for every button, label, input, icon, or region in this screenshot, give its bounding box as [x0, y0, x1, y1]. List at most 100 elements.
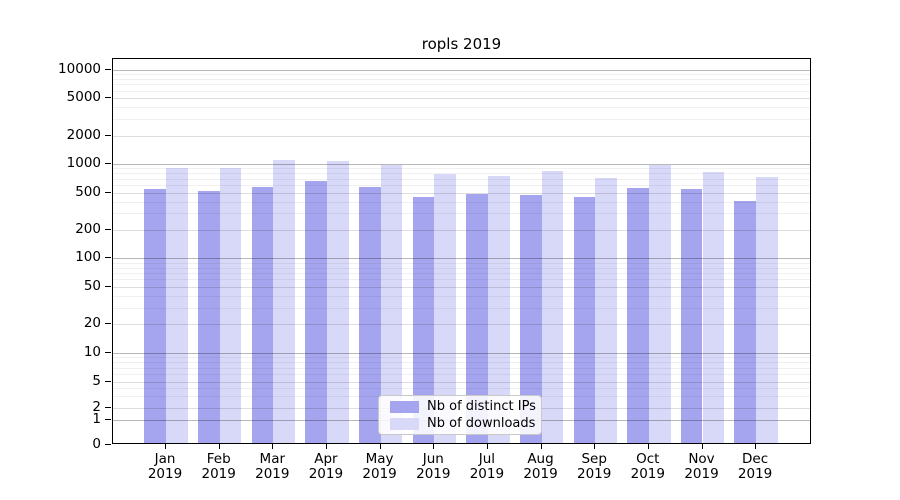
bar-aug-distinct-ips	[519, 195, 542, 443]
bar-mar-distinct-ips	[251, 186, 274, 443]
gridline-100	[113, 258, 810, 260]
xtick-feb	[218, 444, 220, 449]
ytick-5	[105, 380, 111, 382]
gridline-80	[113, 267, 810, 269]
distinct-ips-swatch-icon	[390, 400, 419, 413]
ytick-label-0: 0	[92, 436, 101, 452]
xtick-label-year: 2019	[630, 466, 665, 482]
gridline-400	[113, 201, 810, 203]
ytick-label-2: 2	[92, 398, 101, 415]
xtick-label-month: May	[365, 451, 394, 467]
gridline-1000	[113, 164, 810, 166]
xtick-label-month: Jun	[422, 451, 444, 467]
bar-may-distinct-ips	[358, 186, 381, 443]
bar-nov-distinct-ips	[680, 188, 703, 443]
ytick-0	[105, 444, 111, 445]
legend-item-downloads: Nb of downloads	[390, 415, 541, 432]
ytick-label-2000: 2000	[66, 126, 101, 143]
xtick-label-dec: Dec 2019	[723, 452, 787, 482]
bar-jul-downloads	[487, 176, 510, 443]
bar-jun-downloads	[434, 174, 456, 443]
ytick-10	[105, 351, 111, 353]
ytick-1	[105, 419, 111, 421]
xtick-label-year: 2019	[523, 466, 558, 482]
xtick-sep	[594, 444, 596, 449]
gridline-4	[113, 388, 810, 389]
gridline-9000	[113, 74, 810, 76]
xtick-label-year: 2019	[577, 466, 612, 482]
gridline-6000	[113, 90, 810, 92]
gridline-800	[113, 173, 810, 175]
gridline-60	[113, 279, 810, 281]
bar-feb-distinct-ips	[197, 190, 220, 443]
ytick-50	[105, 285, 111, 287]
xtick-label-jan: Jan 2019	[133, 452, 197, 482]
bar-jul-distinct-ips	[466, 193, 488, 443]
gridline-500	[113, 192, 810, 194]
ytick-20	[105, 323, 111, 325]
gridline-2000	[113, 135, 810, 137]
bar-oct-distinct-ips	[627, 188, 649, 443]
xtick-jun	[433, 444, 435, 449]
legend-label: Nb of distinct IPs	[427, 399, 536, 414]
ytick-label-5000: 5000	[66, 89, 101, 106]
ytick-label-200: 200	[75, 221, 101, 237]
plot-area	[112, 58, 811, 444]
ytick-2000	[105, 134, 111, 136]
bar-oct-downloads	[648, 165, 671, 443]
gridline-8	[113, 362, 810, 363]
xtick-label-mar: Mar 2019	[240, 452, 304, 482]
xtick-label-month: Aug	[527, 451, 554, 467]
bar-sep-downloads	[595, 177, 617, 443]
bar-may-downloads	[380, 164, 403, 443]
ytick-label-100: 100	[75, 249, 101, 266]
gridline-30	[113, 307, 810, 309]
xtick-oct	[647, 444, 649, 449]
xtick-label-year: 2019	[255, 466, 290, 482]
ytick-500	[105, 191, 111, 193]
xtick-label-month: Sep	[581, 451, 607, 467]
legend-label: Nb of downloads	[427, 416, 536, 431]
xtick-label-year: 2019	[416, 466, 451, 482]
ytick-label-10: 10	[83, 343, 101, 360]
xtick-dec	[755, 444, 757, 449]
xtick-label-month: Dec	[742, 451, 769, 467]
xtick-may	[379, 444, 381, 449]
xtick-label-jul: Jul 2019	[455, 452, 519, 482]
ytick-100	[105, 257, 111, 259]
xtick-label-nov: Nov 2019	[670, 452, 734, 482]
gridline-600	[113, 185, 810, 186]
ytick-10000	[105, 68, 111, 70]
gridline-7000	[113, 84, 810, 86]
xtick-label-year: 2019	[737, 466, 773, 482]
ytick-5000	[105, 97, 111, 99]
xtick-label-month: Jan	[154, 451, 176, 467]
xtick-jul	[486, 444, 488, 449]
xtick-label-jun: Jun 2019	[401, 452, 465, 482]
gridline-10000	[113, 69, 810, 71]
xtick-label-year: 2019	[684, 466, 719, 482]
gridline-3000	[113, 119, 810, 121]
ytick-1000	[105, 163, 111, 165]
xtick-apr	[325, 444, 327, 449]
gridline-700	[113, 178, 810, 180]
xtick-label-sep: Sep 2019	[562, 452, 626, 482]
gridline-50	[113, 286, 810, 288]
xtick-nov	[701, 444, 703, 449]
xtick-label-year: 2019	[308, 466, 344, 482]
bar-dec-distinct-ips	[734, 200, 757, 443]
ytick-label-1000: 1000	[66, 155, 101, 172]
bar-jun-distinct-ips	[412, 196, 435, 443]
xtick-label-year: 2019	[469, 466, 505, 482]
xtick-label-may: May 2019	[348, 452, 412, 482]
legend-item-distinct-ips: Nb of distinct IPs	[390, 398, 541, 415]
xtick-label-month: Nov	[688, 451, 715, 467]
xtick-label-oct: Oct 2019	[616, 452, 680, 482]
ytick-label-10000: 10000	[58, 60, 101, 77]
gridline-5000	[113, 98, 810, 100]
xtick-label-year: 2019	[362, 466, 397, 482]
gridline-4000	[113, 107, 810, 109]
ytick-label-5: 5	[92, 372, 101, 389]
xtick-label-month: Mar	[259, 451, 286, 467]
